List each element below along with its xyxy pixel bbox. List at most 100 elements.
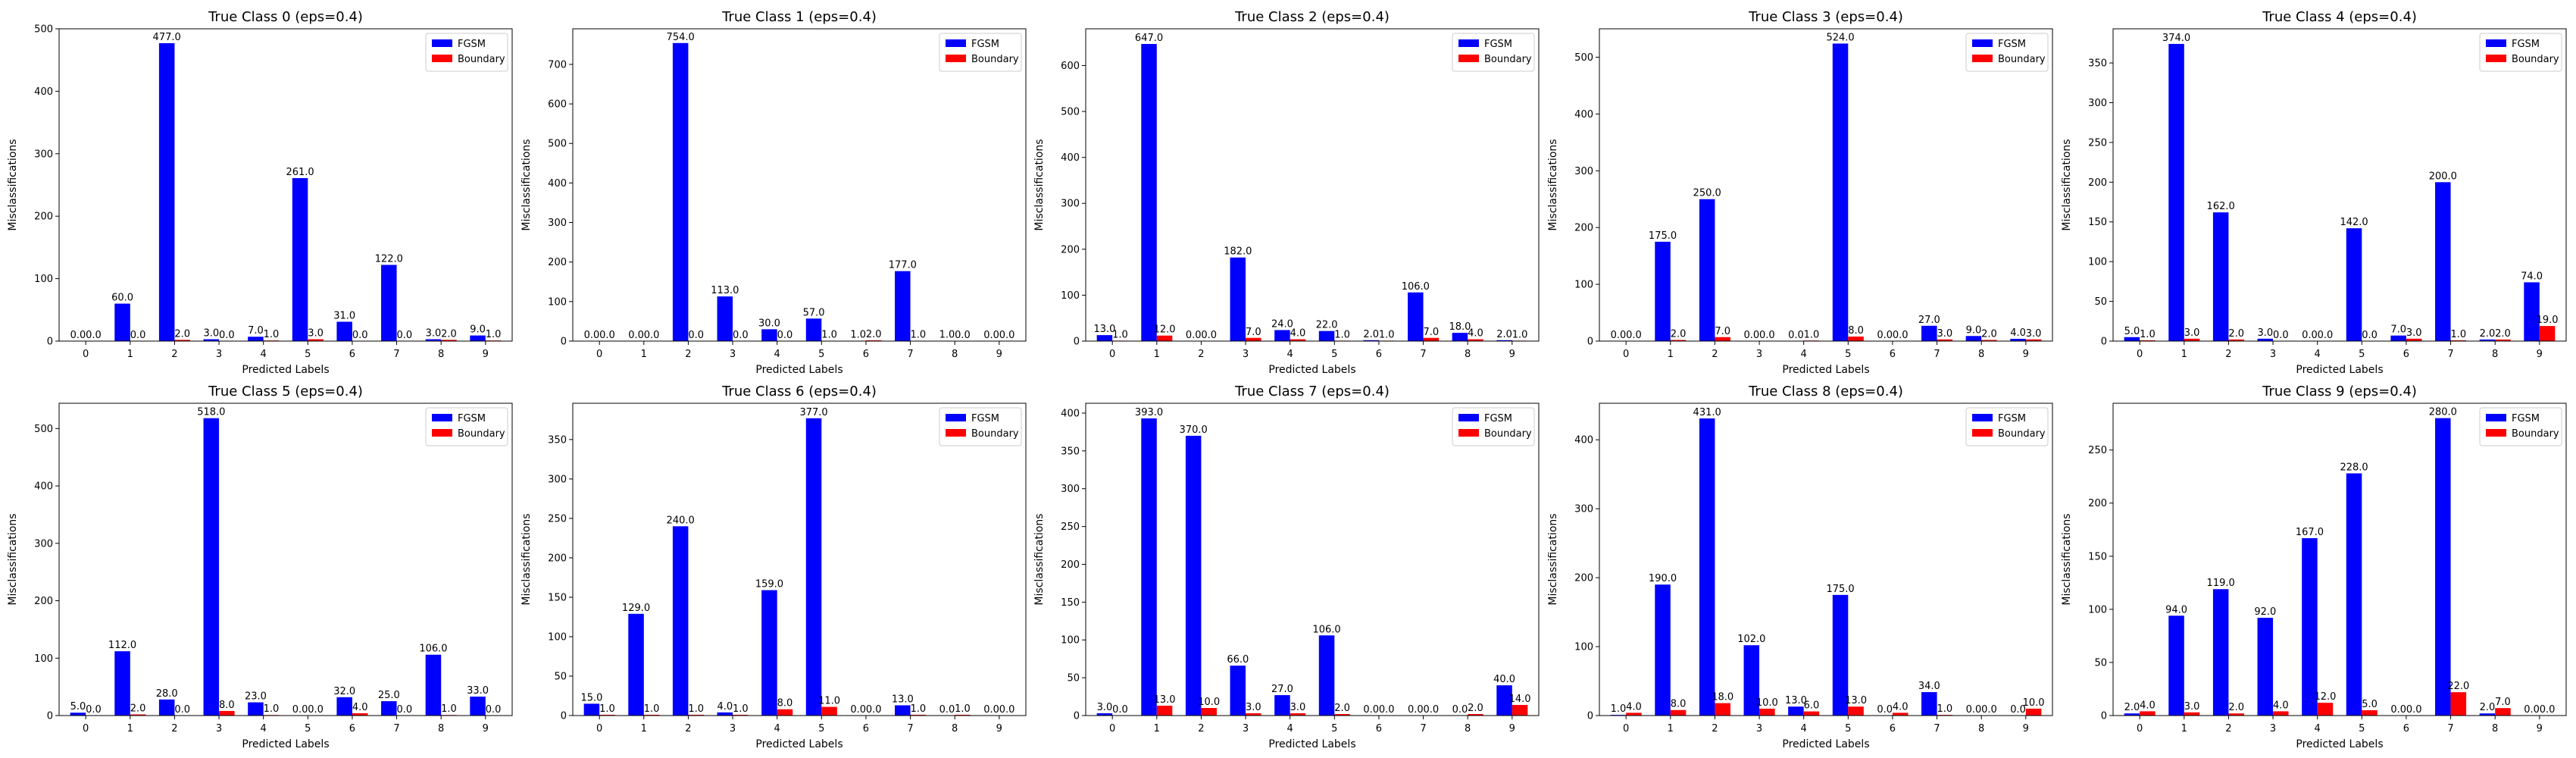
x-tick-label: 1 <box>641 723 647 735</box>
x-tick-label: 9 <box>996 349 1002 360</box>
x-tick-label: 1 <box>2181 349 2187 360</box>
x-tick-label: 8 <box>1978 723 1984 735</box>
bar-data-label: 0.0 <box>733 330 749 341</box>
bar-data-label: 40.0 <box>1493 674 1515 685</box>
bar-data-label: 200.0 <box>2429 171 2457 182</box>
bar-data-label: 1.0 <box>2140 329 2156 340</box>
y-tick-label: 100 <box>34 653 53 665</box>
x-tick-label: 0 <box>2137 349 2143 360</box>
bar-fgsm <box>2346 473 2362 716</box>
bar-fgsm <box>1496 685 1512 716</box>
bar-fgsm <box>425 339 442 341</box>
bar-data-label: 0.0 <box>86 330 102 341</box>
legend: FGSM Boundary <box>2479 407 2562 446</box>
bar-data-label: 7.0 <box>1715 326 1730 337</box>
bar-data-label: 22.0 <box>2447 681 2469 692</box>
x-tick-label: 8 <box>1978 349 1984 360</box>
x-tick-label: 3 <box>730 349 736 360</box>
bar-boundary <box>2025 339 2042 341</box>
bar-data-label: 3.0 <box>1290 702 1306 713</box>
bar-data-label: 11.0 <box>818 696 840 707</box>
bar-data-label: 4.0 <box>352 702 368 713</box>
y-tick-label: 400 <box>34 86 53 98</box>
x-tick-label: 4 <box>1801 349 1807 360</box>
legend: FGSM Boundary <box>1965 407 2049 446</box>
bar-data-label: 393.0 <box>1135 407 1163 418</box>
x-tick-label: 1 <box>1154 723 1160 735</box>
y-tick-label: 200 <box>548 257 567 268</box>
y-tick-label: 150 <box>2088 551 2107 562</box>
x-tick-label: 5 <box>818 349 824 360</box>
bar-data-label: 0.0 <box>1966 704 1982 716</box>
legend: FGSM Boundary <box>425 407 508 446</box>
bar-fgsm <box>2168 615 2184 716</box>
bar-boundary <box>2495 339 2511 341</box>
x-tick-label: 7 <box>393 723 399 735</box>
y-axis-label: Misclassifications <box>521 139 533 230</box>
bar-data-label: 0.0 <box>2540 704 2556 716</box>
bar-data-label: 13.0 <box>1785 695 1807 706</box>
bar-data-label: 4.0 <box>2010 327 2026 339</box>
legend: FGSM Boundary <box>2479 33 2562 72</box>
x-tick-label: 7 <box>2447 723 2453 735</box>
bar-fgsm <box>1965 336 1982 341</box>
legend-swatch-fgsm <box>946 414 966 421</box>
y-tick-label: 350 <box>548 434 567 446</box>
bar-boundary <box>1670 340 1687 341</box>
x-axis-label: Predicted Labels <box>1782 738 1869 750</box>
bar-data-label: 18.0 <box>1449 321 1471 333</box>
subplot-7: True Class 7 (eps=0.4)050100150200250300… <box>1033 384 1540 750</box>
bar-boundary <box>1156 335 1173 341</box>
bar-data-label: 1.0 <box>1611 703 1627 715</box>
bar-data-label: 119.0 <box>2207 578 2235 589</box>
legend: FGSM Boundary <box>425 33 508 72</box>
y-tick-label: 200 <box>2088 498 2107 509</box>
bar-data-label: 1.0 <box>441 703 457 715</box>
bar-fgsm <box>2302 537 2318 716</box>
bar-data-label: 31.0 <box>333 310 355 321</box>
legend-swatch-boundary <box>432 429 452 437</box>
bar-data-label: 167.0 <box>2296 527 2324 538</box>
x-tick-label: 7 <box>907 723 913 735</box>
y-tick-label: 400 <box>1061 408 1080 419</box>
y-axis-label: Misclassifications <box>2061 513 2073 605</box>
bar-data-label: 122.0 <box>375 253 403 265</box>
legend-swatch-boundary <box>2486 55 2506 62</box>
bar-data-label: 25.0 <box>378 690 400 701</box>
x-tick-label: 2 <box>685 723 691 735</box>
bar-fgsm <box>203 339 220 341</box>
y-tick-label: 250 <box>548 513 567 525</box>
bar-data-label: 0.0 <box>1893 330 1909 341</box>
x-tick-label: 9 <box>2537 723 2543 735</box>
plot-frame <box>1085 402 1540 716</box>
y-tick-label: 600 <box>548 99 567 111</box>
plot-frame <box>2112 402 2567 716</box>
bar-boundary <box>2140 340 2156 341</box>
bar-data-label: 1.0 <box>486 329 502 340</box>
bar-data-label: 0.0 <box>70 330 86 341</box>
x-tick-label: 6 <box>2403 723 2409 735</box>
x-tick-label: 4 <box>1801 723 1807 735</box>
bar-data-label: 18.0 <box>1712 692 1733 703</box>
bar-data-label: 66.0 <box>1227 654 1249 666</box>
bar-data-label: 2.0 <box>2124 702 2140 713</box>
bar-fgsm <box>717 712 733 716</box>
y-tick-label: 600 <box>1061 61 1080 72</box>
bar-boundary <box>1715 703 1730 716</box>
bar-fgsm <box>292 177 308 341</box>
subplot-title: True Class 2 (eps=0.4) <box>1234 9 1390 25</box>
x-tick-label: 6 <box>863 349 869 360</box>
bar-boundary <box>1468 339 1483 341</box>
bar-fgsm <box>2435 418 2451 716</box>
y-tick-label: 200 <box>1574 223 1593 234</box>
x-tick-label: 3 <box>2270 723 2276 735</box>
x-tick-label: 1 <box>1668 723 1674 735</box>
bar-data-label: 0.0 <box>174 704 190 716</box>
bar-data-label: 1.0 <box>264 329 280 340</box>
y-tick-label: 350 <box>1061 446 1080 457</box>
bar-data-label: 33.0 <box>467 685 489 697</box>
legend-label-fgsm: FGSM <box>458 39 486 50</box>
bar-boundary <box>2495 708 2511 716</box>
x-axis-label: Predicted Labels <box>242 738 329 750</box>
subplot-4: True Class 4 (eps=0.4)050100150200250300… <box>2061 9 2567 376</box>
